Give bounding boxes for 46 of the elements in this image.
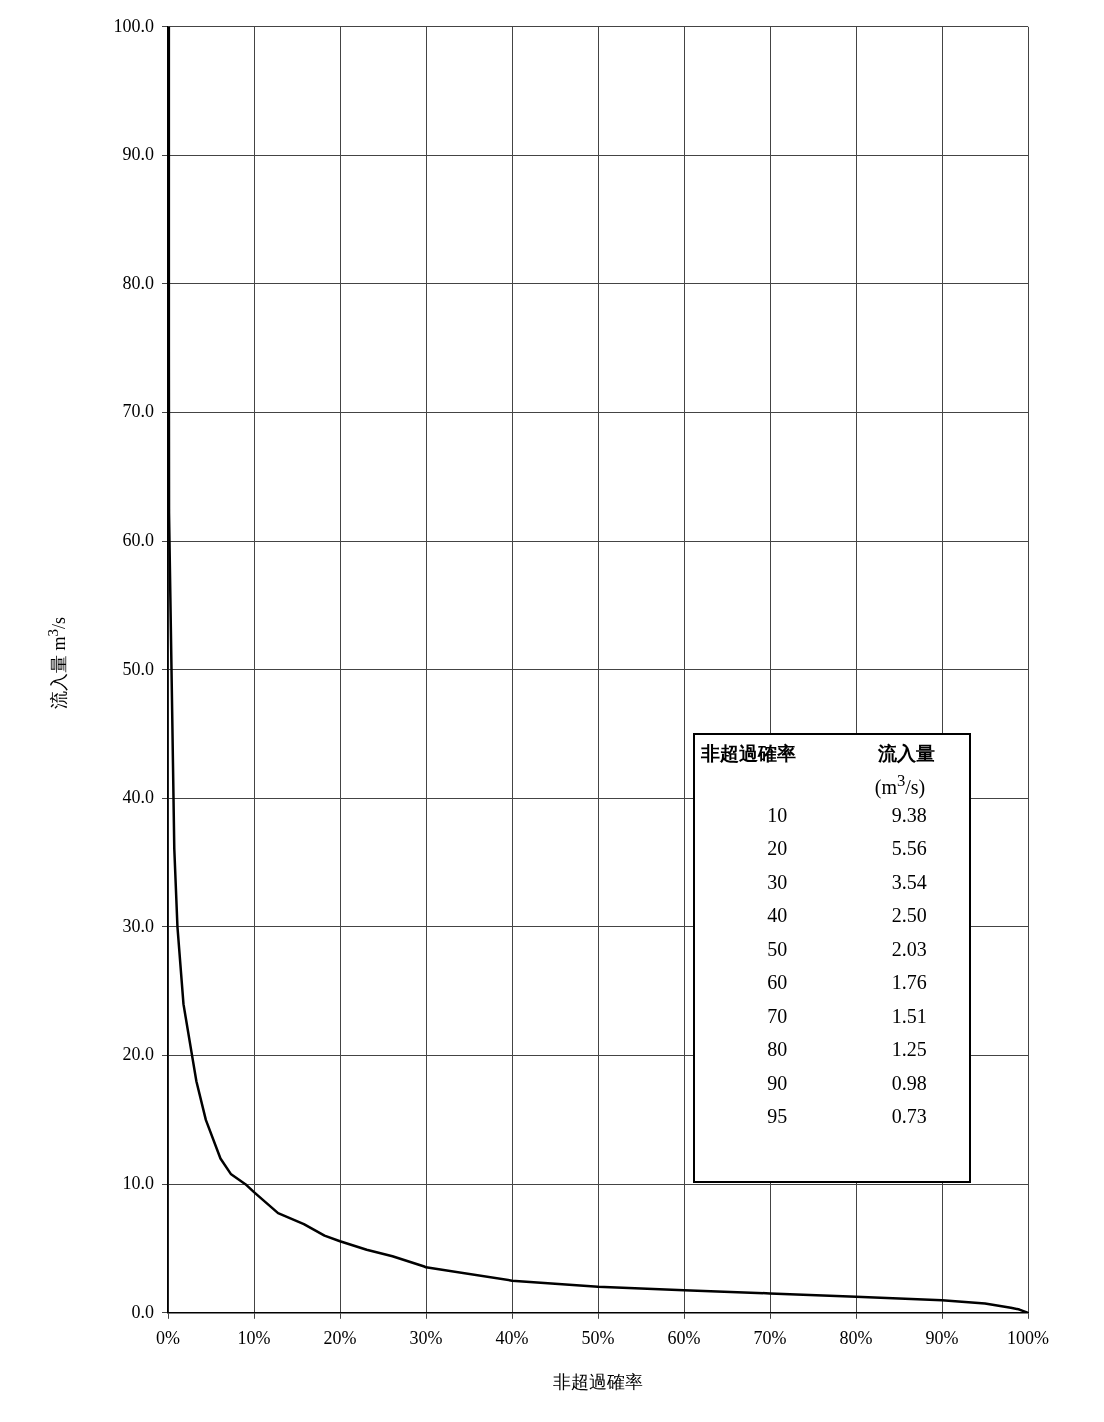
y-tick-label: 70.0 bbox=[122, 401, 154, 422]
annotation: 0.73 bbox=[890, 1104, 928, 1130]
annotation: 流入量 bbox=[876, 741, 936, 766]
annotation: (m$^{3}$/s) bbox=[873, 771, 927, 799]
annotation: 20 bbox=[766, 836, 789, 862]
annotation: 80 bbox=[766, 1037, 789, 1063]
x-tick-label: 0% bbox=[156, 1328, 180, 1349]
annotation: 9.38 bbox=[890, 802, 928, 828]
annotation: 90 bbox=[766, 1070, 789, 1096]
y-tick-label: 50.0 bbox=[122, 658, 154, 679]
annotation: 1.25 bbox=[890, 1037, 928, 1063]
x-tick-label: 80% bbox=[839, 1328, 873, 1349]
y-tick-label: 80.0 bbox=[122, 272, 154, 293]
annotation: 70 bbox=[766, 1003, 789, 1029]
x-tick-label: 70% bbox=[753, 1328, 787, 1349]
y-tick-label: 30.0 bbox=[122, 915, 154, 936]
annotation: 40 bbox=[766, 903, 789, 929]
annotation: 3.54 bbox=[890, 869, 928, 895]
y-tick-label: 60.0 bbox=[122, 529, 154, 550]
x-axis-title: 非超過確率 bbox=[553, 1371, 643, 1392]
x-tick-label: 40% bbox=[495, 1328, 529, 1349]
y-tick-label: 90.0 bbox=[122, 144, 154, 165]
x-tick-label: 90% bbox=[925, 1328, 959, 1349]
annotation: 1.51 bbox=[890, 1003, 928, 1029]
annotation: 60 bbox=[766, 970, 789, 996]
x-tick-label: 20% bbox=[323, 1328, 357, 1349]
annotation: 50 bbox=[766, 936, 789, 962]
x-tick-label: 100% bbox=[1007, 1328, 1049, 1349]
y-tick-label: 10.0 bbox=[122, 1172, 154, 1193]
y-tick-label: 40.0 bbox=[122, 787, 154, 808]
annotation: 30 bbox=[766, 869, 789, 895]
annotation: 1.76 bbox=[890, 970, 928, 996]
annotation: 2.03 bbox=[890, 936, 928, 962]
x-tick-label: 30% bbox=[409, 1328, 443, 1349]
y-tick-label: 20.0 bbox=[122, 1044, 154, 1065]
annotation: 2.50 bbox=[890, 903, 928, 929]
x-tick-label: 10% bbox=[237, 1328, 271, 1349]
y-tick-label: 0.0 bbox=[131, 1301, 154, 1322]
y-tick-label: 100.0 bbox=[113, 15, 154, 36]
annotation: 10 bbox=[766, 802, 789, 828]
annotation: 5.56 bbox=[890, 836, 928, 862]
annotation: 0.98 bbox=[890, 1070, 928, 1096]
annotation: 95 bbox=[766, 1104, 789, 1130]
annotation: 非超過確率 bbox=[700, 741, 797, 766]
x-tick-label: 60% bbox=[667, 1328, 701, 1349]
x-tick-label: 50% bbox=[581, 1328, 615, 1349]
